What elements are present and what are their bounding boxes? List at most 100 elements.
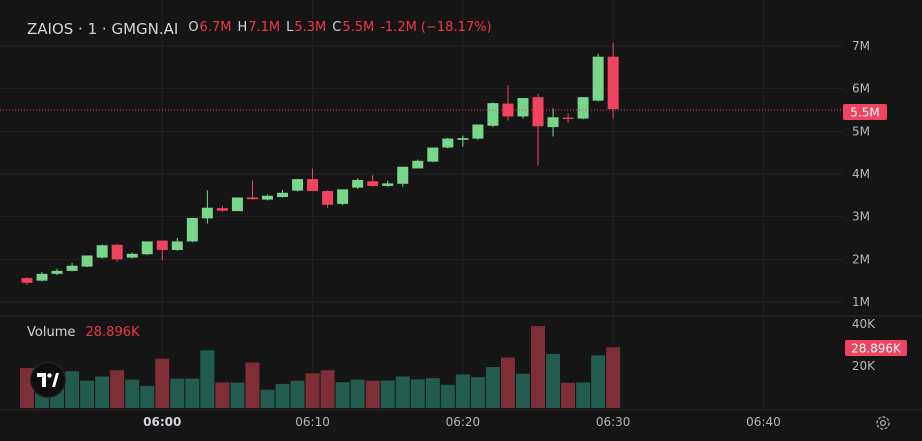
volume-bar [425,378,440,408]
candle-body [352,179,364,188]
price-axis: 1M 2M 3M 4M 5M 6M 7M [852,39,870,309]
open-value: 6.7M [199,20,232,35]
volume-label[interactable]: Volume [27,325,76,340]
candle-body [322,191,334,205]
price-tick-label: 5M [852,124,870,138]
candle-body [246,197,258,200]
volume-bar [110,370,125,408]
candle-body [592,56,604,101]
candle [577,97,589,120]
volume-bar [95,376,110,408]
candle-body [457,138,469,140]
candle [382,180,394,187]
candle-body [51,270,63,274]
candle-body [292,179,304,191]
candle-body [367,181,379,186]
price-tick-label: 1M [852,295,870,309]
candle [592,53,604,102]
volume-layer [20,326,621,408]
time-grid-lines [161,0,764,408]
candle-body [216,208,228,211]
volume-bar [65,371,80,408]
candle-body [427,147,439,162]
volume-bar [606,347,621,408]
change-value: -1.2M (−18.17%) [380,20,492,35]
volume-bar [245,362,260,408]
time-axis: 06:00 06:10 06:20 06:30 06:40 [143,415,781,429]
volume-bar [531,326,546,408]
low-key: L [286,20,294,35]
candle-body [81,255,93,267]
volume-bar [155,358,170,408]
symbol-title[interactable]: ZAIOS · 1 · GMGN.AI [27,20,179,38]
candle-body [562,117,574,119]
volume-bar [350,379,365,408]
volume-bar [576,382,591,408]
candle-body [442,138,454,148]
volume-bar [591,355,606,408]
volume-bar [515,373,530,408]
price-tick-label: 3M [852,210,870,224]
candle [307,168,319,192]
gear-icon[interactable] [874,414,892,432]
candle-body [307,179,319,192]
candle [532,93,544,166]
volume-badge: 28.896K [845,340,907,356]
candle-body [487,103,499,126]
candle [427,147,439,163]
tradingview-logo-icon[interactable] [30,362,66,398]
candle [412,159,424,169]
candle [292,179,304,192]
candle-body [111,244,123,260]
candle-body [577,97,589,119]
price-tick-label: 6M [852,82,870,96]
volume-bar [485,367,500,408]
volume-bar [320,370,335,408]
candle [81,255,93,268]
volume-bar [290,380,305,408]
candle [21,277,33,285]
time-tick-label: 06:30 [596,415,631,429]
candle-body [201,207,213,219]
candle [322,190,334,209]
candle [457,135,469,147]
volume-bar [80,380,95,408]
volume-bar [185,378,200,408]
candle [66,262,78,272]
volume-axis: 20K 40K [852,317,876,373]
candle-body [337,189,349,204]
price-badge-text: 5.5M [850,106,879,120]
candle [126,252,138,259]
volume-tick-label: 20K [852,359,876,373]
candles-layer [21,42,619,285]
volume-bar [470,377,485,408]
candle-body [231,197,243,212]
volume-bar [275,383,290,408]
volume-bar [305,373,320,408]
candle [216,205,228,212]
price-tick-label: 2M [852,252,870,266]
candle-body [156,240,168,250]
candle-body [21,278,33,283]
volume-bar [561,382,576,408]
candle-body [472,124,484,139]
volume-bar [455,374,470,408]
candle [201,190,213,224]
candle [246,180,258,200]
volume-bar [380,380,395,408]
time-tick-label: 06:10 [295,415,330,429]
volume-tick-label: 40K [852,317,876,331]
candle-body [96,245,108,258]
candle [96,244,108,259]
volume-bar [230,382,245,408]
candle [51,268,63,276]
high-key: H [237,20,248,35]
volume-bar [335,382,350,408]
volume-bar [440,384,455,408]
volume-bar [140,385,155,408]
candle [186,217,198,243]
candle [502,85,514,121]
time-tick-label: 06:20 [446,415,481,429]
candle-body [382,183,394,186]
